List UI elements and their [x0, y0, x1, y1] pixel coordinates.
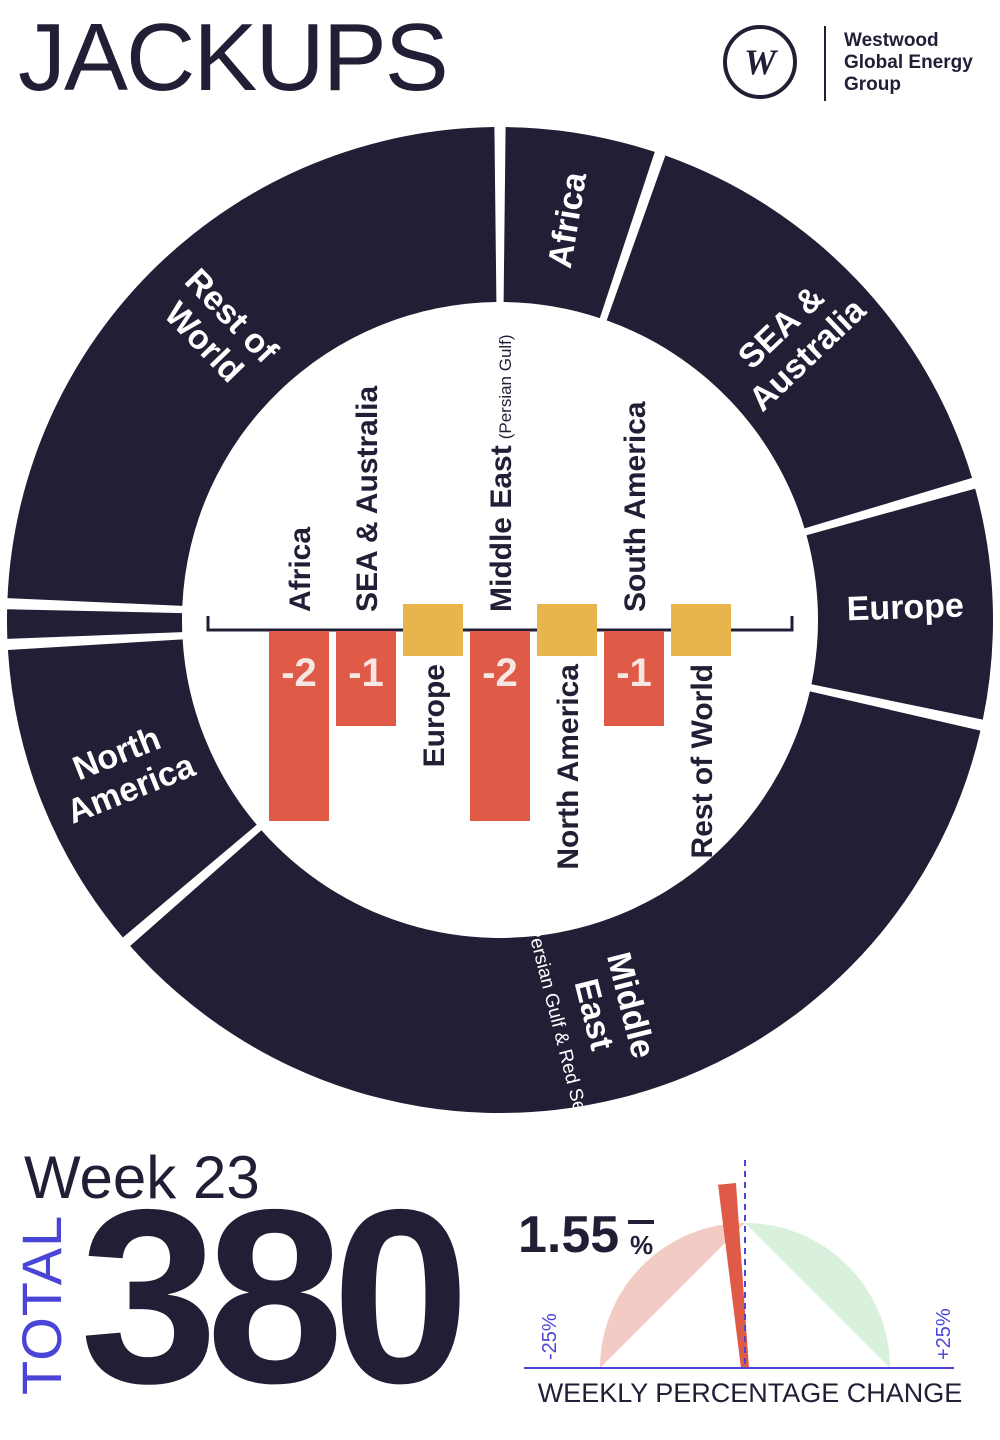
bar-value-label: -1 [616, 651, 652, 695]
logo-letter: W [744, 42, 779, 82]
bar-north-america-no-change [537, 604, 597, 656]
gauge-min-label: -25% [539, 1313, 561, 1360]
bar-category-label: Rest of World [686, 664, 719, 858]
bar-chart-baseline [206, 616, 794, 632]
page-title: JACKUPS [18, 4, 449, 111]
bar-category-label: Europe [418, 664, 451, 767]
bar-category-text: Africa [284, 527, 317, 612]
bar-sea-australia [336, 631, 396, 726]
bar-europe-no-change [403, 604, 463, 656]
bar-category-label: Africa [284, 527, 317, 612]
bar-category-label: South America [619, 401, 652, 612]
decrease-indicator-icon [628, 1220, 654, 1224]
westwood-logo: W Westwood Global Energy Group [720, 22, 990, 112]
brand-line-3: Group [844, 74, 901, 95]
total-label: TOTAL [10, 1214, 73, 1395]
week-label: Week 23 [24, 1144, 260, 1211]
gauge-value-label: 1.55 [518, 1206, 619, 1264]
bar-category-text: Rest of World [686, 664, 719, 858]
bar-value-label: -2 [482, 651, 518, 695]
bar-rest-of-world-no-change [671, 604, 731, 656]
brand-line-1: Westwood [844, 30, 939, 51]
brand-name: Westwood Global Energy Group [844, 30, 973, 96]
weekly-change-gauge: 1.55 % -25% +25% WEEKLY PERCENTAGE CHANGE [518, 1160, 963, 1408]
bar-category-label: North America [552, 664, 585, 870]
total-value: 380 [80, 1157, 470, 1435]
gauge-unit-label: % [630, 1230, 653, 1260]
gauge-axis-label: WEEKLY PERCENTAGE CHANGE [538, 1378, 963, 1408]
bar-category-text: Europe [418, 664, 451, 767]
bar-africa [269, 631, 329, 821]
bar-category-text: North America [552, 664, 585, 870]
donut-label-europe: Europe [846, 587, 964, 629]
gauge-negative-half [600, 1223, 745, 1368]
bar-category-label: SEA & Australia [351, 386, 384, 612]
brand-line-2: Global Energy [844, 52, 973, 73]
bar-category-label: Middle East(Persian Gulf) [485, 334, 518, 612]
gauge-positive-half [745, 1223, 890, 1368]
donut-slice-south-america [6, 609, 183, 639]
donut-slice-europe [806, 488, 993, 720]
donut-slice-africa [503, 127, 655, 319]
donut-slice-middle-east [130, 691, 981, 1113]
donut-slice-sea-australia [606, 155, 973, 529]
bar-value-label: -2 [281, 651, 317, 695]
bar-category-sublabel: (Persian Gulf) [496, 334, 515, 439]
gauge-needle [718, 1183, 749, 1369]
logo-divider [824, 26, 826, 101]
donut-label-text: Europe [846, 587, 964, 629]
bar-category-text: SEA & Australia [351, 386, 384, 612]
donut-slices [6, 127, 993, 1113]
donut-slice-rest-of-world [7, 127, 497, 606]
donut-slice-north-america [7, 639, 257, 938]
bar-value-label: -1 [348, 651, 384, 695]
bar-category-text: South America [619, 401, 652, 612]
bar-south-america [604, 631, 664, 726]
gauge-max-label: +25% [933, 1308, 955, 1360]
bar-middle-east [470, 631, 530, 821]
bar-category-text: Middle East(Persian Gulf) [485, 334, 518, 612]
westwood-logo-icon: W [723, 25, 797, 99]
regional-change-bar-chart: -2 Africa -1 SEA & Australia Europe -2 Middle … [206, 334, 794, 870]
